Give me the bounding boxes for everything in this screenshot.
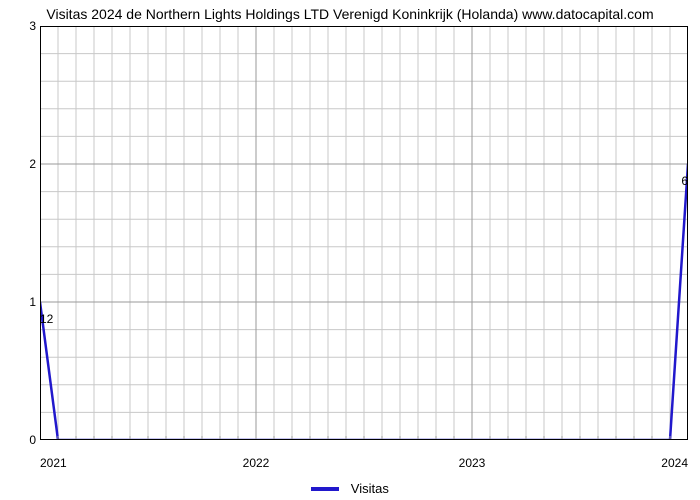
y-tick-label: 3 (6, 19, 36, 33)
x-tick-label: 2023 (459, 456, 486, 470)
x-tick-label: 2021 (40, 456, 67, 470)
x-tick-label: 2022 (243, 456, 270, 470)
chart-title: Visitas 2024 de Northern Lights Holdings… (0, 6, 700, 22)
visits-chart: Visitas 2024 de Northern Lights Holdings… (0, 0, 700, 500)
y-tick-label: 1 (6, 295, 36, 309)
data-point-label: 6 (681, 174, 688, 188)
y-tick-label: 2 (6, 157, 36, 171)
plot-area (40, 26, 688, 440)
legend-swatch (311, 487, 339, 491)
data-point-label: 12 (40, 312, 53, 326)
x-tick-label: 2024 (661, 456, 688, 470)
chart-legend: Visitas (0, 480, 700, 496)
legend-text: Visitas (351, 481, 389, 496)
y-tick-label: 0 (6, 433, 36, 447)
